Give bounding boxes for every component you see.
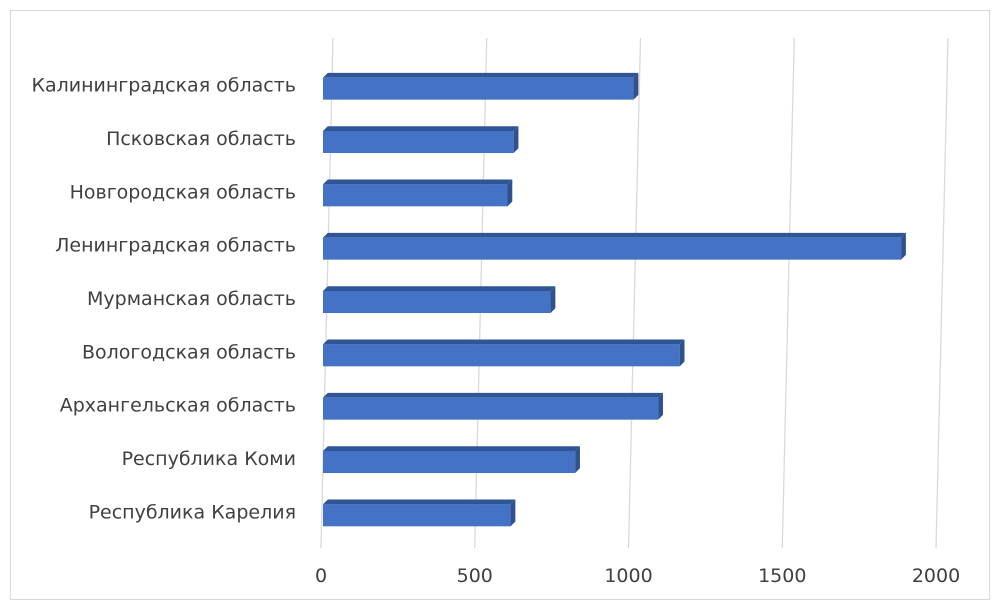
bar-top-face bbox=[323, 286, 556, 291]
category-label: Мурманская область bbox=[87, 288, 296, 310]
bar-top-face bbox=[323, 392, 663, 398]
gridline bbox=[627, 37, 642, 549]
category-labels: Республика Карелия Республика Коми Арханге… bbox=[31, 75, 296, 524]
category-label: Ленинградская область bbox=[55, 235, 296, 257]
bar-side-face bbox=[510, 499, 516, 527]
bar bbox=[323, 237, 902, 260]
gridline bbox=[935, 37, 949, 549]
bar-top-face bbox=[323, 72, 639, 78]
x-tick-label: 1500 bbox=[758, 565, 806, 587]
bar bbox=[323, 131, 514, 153]
gridline bbox=[781, 37, 795, 549]
bar bbox=[323, 451, 576, 473]
x-tick-label: 0 bbox=[315, 565, 327, 587]
bar bbox=[323, 184, 508, 207]
bars bbox=[323, 72, 906, 527]
category-label: Вологодская область bbox=[82, 341, 296, 363]
bar-top-face bbox=[323, 446, 580, 451]
category-label: Калининградская область bbox=[31, 75, 296, 97]
bar-side-face bbox=[550, 286, 556, 313]
bar-top-face bbox=[323, 126, 519, 131]
category-label: Республика Коми bbox=[122, 448, 296, 470]
bar-side-face bbox=[679, 339, 685, 367]
bar-top-face bbox=[323, 339, 685, 345]
bar bbox=[323, 344, 680, 367]
bar-top-face bbox=[323, 499, 516, 505]
bar bbox=[323, 291, 551, 313]
bar-side-face bbox=[658, 392, 663, 420]
bar-side-face bbox=[901, 232, 906, 260]
category-label: Республика Карелия bbox=[89, 501, 296, 523]
category-label: Новгородская область bbox=[70, 181, 296, 203]
bar-top-face bbox=[323, 179, 513, 185]
bar-side-face bbox=[575, 446, 580, 473]
bar bbox=[323, 77, 634, 100]
bar-side-face bbox=[513, 126, 519, 153]
x-axis-tick-labels: 0 500 1000 1500 2000 bbox=[315, 565, 960, 587]
bar bbox=[323, 397, 659, 420]
category-label: Псковская область bbox=[106, 128, 296, 150]
bar bbox=[323, 504, 511, 527]
category-label: Архангельская область bbox=[60, 395, 296, 417]
bar-top-face bbox=[323, 232, 906, 238]
x-tick-label: 1000 bbox=[604, 565, 652, 587]
x-tick-label: 500 bbox=[457, 565, 493, 587]
bar-side-face bbox=[633, 72, 639, 100]
bar-side-face bbox=[507, 179, 513, 207]
x-tick-label: 2000 bbox=[912, 565, 960, 587]
